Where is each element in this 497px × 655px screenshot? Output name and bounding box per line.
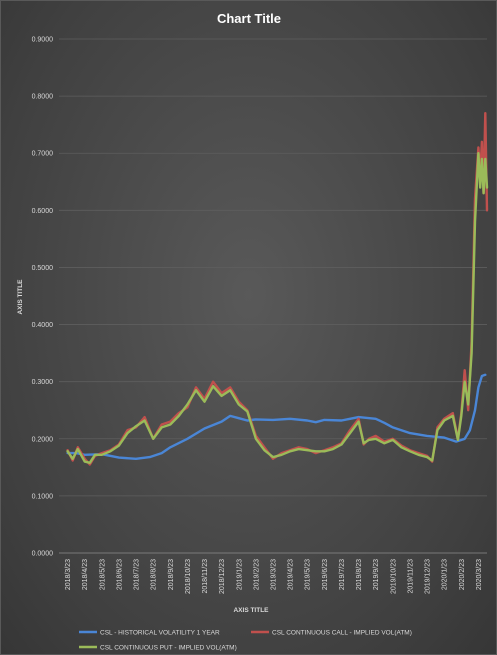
y-tick-label: 0.0000: [32, 551, 54, 558]
x-tick-label: 2019/10/23: [390, 559, 397, 594]
series-lines: [66, 111, 489, 466]
y-tick-label: 0.9000: [32, 37, 54, 44]
x-tick-label: 2019/4/23: [288, 559, 295, 590]
x-tick-label: 2020/2/23: [459, 559, 466, 590]
y-axis-title: AXIS TITLE: [17, 279, 24, 315]
series-line-2: [66, 111, 489, 466]
x-tick-label: 2020/3/23: [476, 559, 483, 590]
x-tick-label: 2019/3/23: [271, 559, 278, 590]
x-tick-label: 2018/10/23: [185, 559, 192, 594]
y-tick-label: 0.6000: [32, 208, 54, 215]
x-tick-label: 2019/11/23: [407, 559, 414, 594]
x-tick-label: 2020/1/23: [442, 559, 449, 590]
x-tick-label: 2019/2/23: [253, 559, 260, 590]
x-tick-label: 2018/5/23: [99, 559, 106, 590]
y-tick-label: 0.1000: [32, 493, 54, 500]
y-tick-labels: 0.0000 0.1000 0.2000 0.3000 0.4000 0.5000 0.60…: [32, 37, 54, 558]
x-tick-label: 2019/5/23: [305, 559, 312, 590]
y-tick-label: 0.2000: [32, 436, 54, 443]
series-line-3: [66, 151, 489, 464]
x-tick-label: 2019/1/23: [236, 559, 243, 590]
y-tick-label: 0.5000: [32, 265, 54, 272]
legend-label: CSL CONTINUOUS PUT - IMPLIED VOL(ATM): [100, 644, 237, 651]
legend-label: CSL - HISTORICAL VOLATILITY 1 YEAR: [100, 629, 220, 636]
y-tick-label: 0.8000: [32, 94, 54, 101]
x-tick-label: 2018/6/23: [116, 559, 123, 590]
x-tick-label: 2018/8/23: [151, 559, 158, 590]
x-axis-title: AXIS TITLE: [233, 607, 269, 614]
x-tick-label: 2018/12/23: [219, 559, 226, 594]
y-tick-label: 0.4000: [32, 322, 54, 329]
y-tick-label: 0.3000: [32, 379, 54, 386]
x-tick-label: 2019/6/23: [322, 559, 329, 590]
x-tick-label: 2019/12/23: [425, 559, 432, 594]
x-tick-label: 2019/9/23: [373, 559, 380, 590]
series-line-1: [66, 373, 487, 460]
x-tick-label: 2019/8/23: [356, 559, 363, 590]
gridlines: [59, 38, 487, 554]
x-tick-label: 2018/7/23: [134, 559, 141, 590]
y-tick-label: 0.7000: [32, 151, 54, 158]
x-tick-label: 2018/3/23: [65, 559, 72, 590]
chart-title: Chart Title: [217, 11, 281, 26]
x-tick-label: 2018/4/23: [82, 559, 89, 590]
x-tick-labels: 2018/3/23 2018/4/23 2018/5/23 2018/6/23 2018…: [65, 559, 483, 594]
x-tick-label: 2018/9/23: [168, 559, 175, 590]
x-tick-label: 2019/7/23: [339, 559, 346, 590]
legend-label: CSL CONTINUOUS CALL - IMPLIED VOL(ATM): [272, 629, 412, 636]
x-tick-label: 2018/11/23: [202, 559, 209, 594]
legend: CSL - HISTORICAL VOLATILITY 1 YEAR CSL CO…: [79, 629, 412, 651]
